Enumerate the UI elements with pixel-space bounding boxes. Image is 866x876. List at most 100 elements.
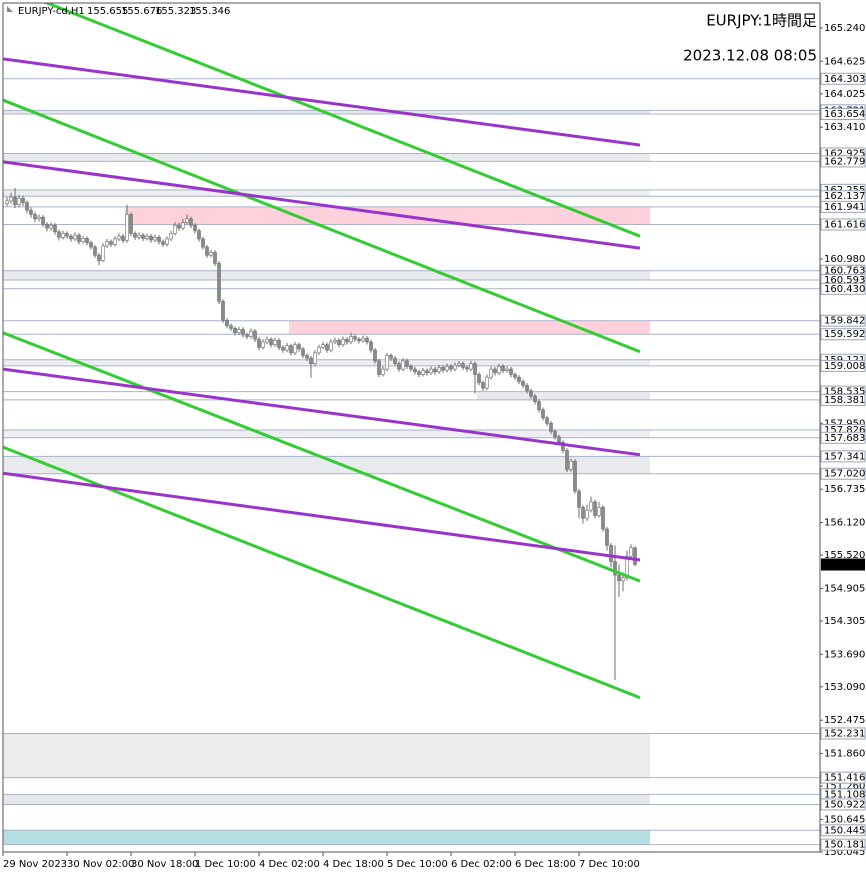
candle-body: [101, 245, 105, 261]
candle-body: [629, 547, 633, 557]
y-tick-label: 165.240: [824, 23, 865, 34]
symbol: EURJPY-cd,H1: [18, 6, 85, 17]
candle-body: [573, 460, 577, 492]
level-label: 157.826: [824, 425, 865, 436]
level-label: 162.925: [824, 148, 865, 159]
level-label: 161.616: [824, 219, 865, 230]
candle-body: [149, 235, 153, 241]
candle-body: [129, 214, 133, 234]
candle-body: [437, 367, 441, 373]
candle-body: [185, 218, 189, 223]
candle-body: [361, 337, 365, 342]
candle-body: [193, 225, 197, 232]
candle-body: [253, 330, 257, 340]
y-tick-label: 157.950: [824, 418, 865, 429]
x-tick-label: 30 Nov 02:00: [67, 859, 134, 870]
level-label: 159.008: [824, 361, 865, 372]
zone: [3, 733, 650, 778]
candle-body: [505, 368, 509, 371]
level-label: 157.020: [824, 469, 865, 480]
candle-body: [309, 357, 313, 364]
candle-body: [305, 355, 309, 359]
candle-body: [81, 238, 85, 242]
candle-body: [569, 460, 573, 470]
level-label-box: [820, 155, 866, 168]
candle-body: [217, 263, 221, 302]
level-label: 159.592: [824, 329, 865, 340]
candle-body: [561, 441, 565, 451]
level-label-box: [820, 218, 866, 231]
candle-body: [141, 234, 145, 239]
candle-body: [189, 218, 193, 226]
zones: [3, 78, 820, 846]
level-label-box: [820, 727, 866, 740]
candle-body: [449, 366, 453, 370]
candle-body: [337, 340, 341, 345]
candle-body: [249, 330, 253, 337]
level-label: 163.654: [824, 109, 865, 120]
candle-body: [413, 368, 417, 373]
y-tick-label: 164.025: [824, 89, 865, 100]
candle-body: [497, 366, 501, 374]
candle-body: [89, 242, 93, 248]
candle-body: [625, 555, 629, 579]
x-tick-label: 6 Dec 02:00: [451, 859, 512, 870]
candle-body: [45, 223, 49, 229]
candle-body: [261, 341, 265, 348]
level-label-box: [820, 771, 866, 784]
candle-body: [341, 338, 345, 345]
candle-body: [633, 547, 637, 565]
level-label-box: [820, 200, 866, 213]
x-tick-label: 30 Nov 18:00: [131, 859, 198, 870]
candle-body: [549, 422, 553, 432]
y-tick-label: 152.475: [824, 715, 865, 726]
y-tick-label: 164.625: [824, 56, 865, 67]
candle-body: [565, 450, 569, 470]
trendline: [3, 98, 641, 354]
candle-body: [469, 363, 473, 370]
candle-body: [389, 355, 393, 359]
candle-body: [173, 225, 177, 234]
ohlc-close: 155.346: [189, 6, 230, 17]
chart-title: EURJPY:1時間足: [706, 12, 817, 30]
candle-body: [585, 509, 589, 519]
candles: [5, 187, 637, 680]
candle-body: [69, 235, 73, 240]
level-label-box: [820, 72, 866, 85]
candle-body: [613, 561, 617, 576]
candle-body: [21, 197, 25, 203]
level-label-box: [820, 393, 866, 406]
level-label: 160.763: [824, 266, 865, 277]
y-tick-label: 153.690: [824, 649, 865, 660]
candle-body: [213, 252, 217, 264]
candle-body: [209, 252, 213, 256]
zone: [3, 153, 650, 162]
candle-body: [293, 344, 297, 354]
zone: [3, 830, 650, 845]
level-label: 162.779: [824, 156, 865, 167]
candle-body: [533, 395, 537, 402]
candle-body: [441, 367, 445, 371]
y-tick-label: 151.860: [824, 749, 865, 760]
level-label-box: [820, 838, 866, 851]
candle-body: [473, 363, 477, 375]
y-tick-label: 154.305: [824, 616, 865, 627]
candle-body: [161, 241, 165, 245]
candle-body: [49, 225, 53, 229]
candle-body: [377, 360, 381, 375]
candle-body: [117, 235, 121, 240]
candle-body: [321, 344, 325, 348]
candle-body: [53, 225, 57, 233]
x-tick-label: 5 Dec 10:00: [387, 859, 448, 870]
candle-body: [417, 371, 421, 375]
candle-body: [109, 241, 113, 245]
axis: 165.240 164.625 164.025 163.410 160.980 157.9…: [2, 23, 866, 870]
candle-body: [241, 329, 245, 336]
candle-body: [493, 368, 497, 374]
candle-body: [73, 234, 77, 240]
candle-body: [157, 236, 161, 242]
candle-body: [237, 329, 241, 334]
candle-body: [461, 363, 465, 368]
level-label: 158.381: [824, 395, 865, 406]
level-label: 157.341: [824, 451, 865, 462]
